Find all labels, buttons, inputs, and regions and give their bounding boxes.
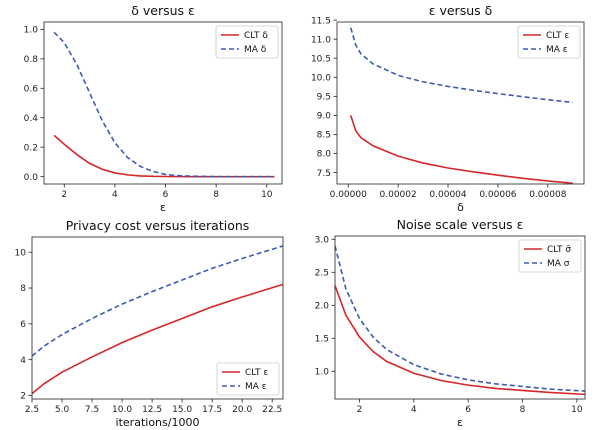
y-tick-label: 6 (20, 320, 26, 330)
y-tick-label: 11.5 (311, 16, 331, 26)
x-axis-label: ε (160, 201, 166, 214)
y-tick-label: 4 (20, 356, 26, 366)
x-tick-label: 6 (465, 405, 471, 415)
legend: CLT ε MA ε (517, 25, 581, 59)
legend-label: MA δ (244, 45, 267, 55)
x-tick-label: 4 (411, 405, 417, 415)
y-tick-label: 0.4 (24, 114, 39, 124)
x-tick-label: 0.00002 (380, 190, 417, 200)
x-tick-label: 10 (261, 190, 273, 200)
chart-panel-1: δ versus ε 2 4 6 8 10 0.0 0.2 0.4 0.6 0.8 1.0 ε CLT δ… (24, 3, 283, 214)
plot-frame (31, 236, 284, 400)
chart-panel-4: Noise scale versus ε 2 4 6 8 10 1.0 1.5 2.0 2.5 3.… (315, 217, 586, 429)
chart-panel-2: ε versus δ 0.00000 0.00002 0.00004 0.00006 0.… (311, 3, 585, 214)
legend-label: CLT ε (546, 31, 569, 41)
plot-frame (334, 235, 586, 400)
plot-frame (43, 21, 283, 185)
legend-label: CLT δ (244, 31, 268, 41)
x-tick-label: 0.00006 (479, 190, 516, 200)
x-tick-label: 8 (520, 405, 526, 415)
series-line-clt (349, 115, 573, 184)
legend-label: MA σ (547, 259, 570, 269)
series-line-ma (335, 245, 585, 392)
y-tick-label: 3.0 (315, 235, 330, 245)
plot-frame (336, 21, 585, 185)
y-tick-label: 10 (15, 248, 27, 258)
legend: CLT δ MA δ (215, 25, 279, 59)
y-tick-label: 1.0 (315, 367, 330, 377)
y-tick-label: 2.5 (315, 268, 329, 278)
y-tick-label: 7.5 (317, 169, 331, 179)
x-tick-label: 12.5 (142, 405, 162, 415)
series-line-ma (32, 245, 283, 357)
x-tick-label: 10.0 (112, 405, 132, 415)
chart-title: ε versus δ (429, 3, 493, 18)
y-tick-label: 0.8 (24, 55, 39, 65)
y-tick-label: 10.0 (311, 73, 331, 83)
x-tick-label: 2 (357, 405, 363, 415)
x-tick-label: 2 (61, 190, 67, 200)
legend-label: CLT σ̃ (547, 245, 571, 255)
legend-box (216, 362, 280, 396)
x-tick-label: 22.5 (262, 405, 282, 415)
series-line-clt (53, 134, 275, 178)
x-tick-label: 0.00008 (529, 190, 566, 200)
y-tick-label: 8.0 (317, 150, 332, 160)
y-tick-label: 0.0 (24, 173, 39, 183)
chart-panel-3: Privacy cost versus iterations 2.5 5.0 7.5 1… (15, 218, 284, 429)
y-tick-label: 11.0 (311, 35, 331, 45)
x-tick-label: 6 (163, 190, 169, 200)
y-tick-label: 0.6 (24, 84, 39, 94)
y-tick-label: 0.2 (24, 143, 38, 153)
series-line-ma (349, 27, 573, 104)
series-line-ma (53, 31, 275, 178)
x-axis-label: iterations/1000 (116, 416, 200, 429)
x-tick-label: 5.0 (55, 405, 70, 415)
legend-box (517, 25, 581, 59)
legend: CLT ε MA ε (216, 362, 280, 396)
x-axis-label: ε (457, 416, 463, 429)
chart-title: δ versus ε (131, 3, 195, 18)
x-tick-label: 20.0 (232, 405, 252, 415)
series-line-clt (335, 285, 585, 396)
y-tick-label: 9.5 (317, 93, 331, 103)
legend-box (215, 25, 279, 59)
x-tick-label: 0.00004 (429, 190, 466, 200)
x-tick-label: 0.00000 (330, 190, 367, 200)
chart-title: Privacy cost versus iterations (66, 218, 250, 233)
legend-box (518, 239, 582, 273)
legend: CLT σ̃ MA σ (518, 239, 582, 273)
y-tick-label: 2.0 (315, 301, 330, 311)
y-tick-label: 8 (20, 284, 26, 294)
x-tick-label: 2.5 (25, 405, 39, 415)
x-tick-label: 8 (213, 190, 219, 200)
series-line-clt (32, 283, 283, 395)
legend-label: CLT ε (245, 368, 268, 378)
x-tick-label: 7.5 (85, 405, 99, 415)
x-axis-label: δ (457, 201, 464, 214)
y-tick-label: 1.5 (315, 334, 329, 344)
x-tick-label: 17.5 (202, 405, 222, 415)
y-tick-label: 1.0 (24, 26, 39, 36)
y-tick-label: 2 (20, 392, 26, 402)
y-tick-label: 8.5 (317, 131, 331, 141)
x-tick-label: 15.0 (172, 405, 192, 415)
x-tick-label: 10 (571, 405, 583, 415)
legend-label: MA ε (245, 382, 267, 392)
legend-label: MA ε (546, 45, 568, 55)
chart-title: Noise scale versus ε (397, 217, 524, 232)
y-tick-label: 10.5 (311, 54, 331, 64)
x-tick-label: 4 (112, 190, 118, 200)
y-tick-label: 9.0 (317, 112, 332, 122)
